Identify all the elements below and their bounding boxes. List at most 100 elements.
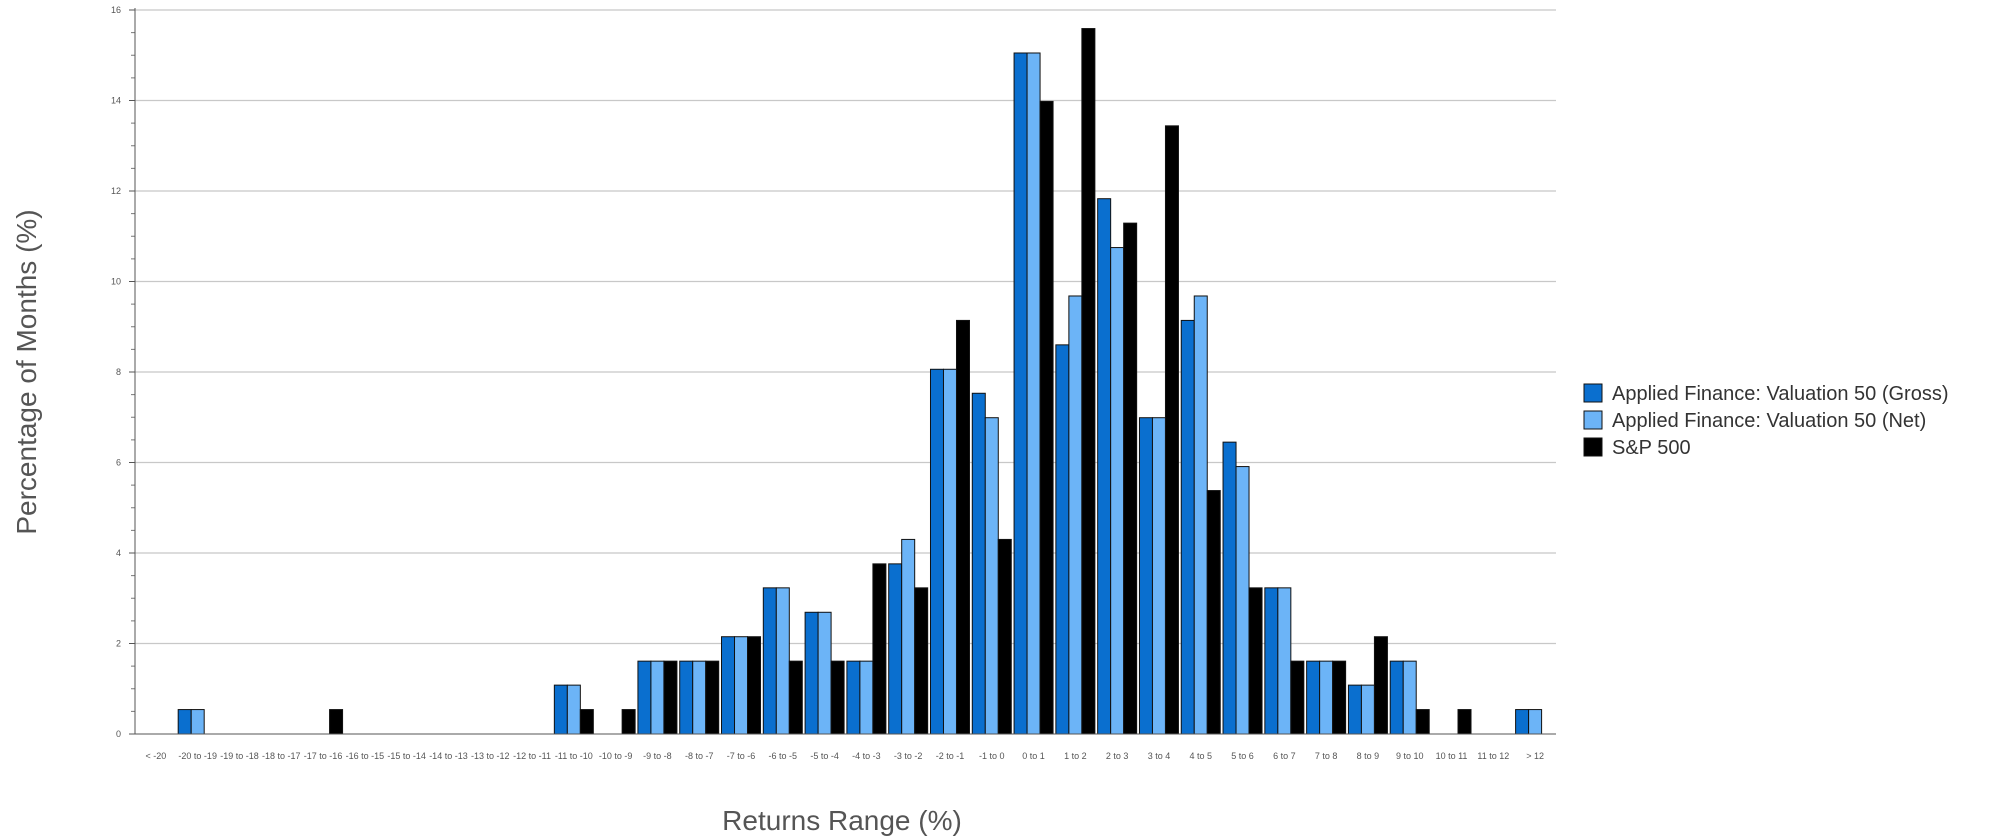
x-tick-label: -11 to -10 [555, 751, 593, 761]
bar [747, 636, 762, 735]
x-tick-label: 8 to 9 [1357, 751, 1380, 761]
y-tick-label: 4 [116, 548, 121, 558]
x-tick-label: 4 to 5 [1189, 751, 1212, 761]
x-tick-label: 5 to 6 [1231, 751, 1254, 761]
x-tick-label: -1 to 0 [979, 751, 1005, 761]
bar [1206, 490, 1221, 735]
grid-lines [135, 9, 1556, 645]
bar [984, 417, 999, 735]
x-tick-label: 0 to 1 [1022, 751, 1045, 761]
bar [1332, 660, 1347, 735]
x-tick-label: < -20 [146, 751, 167, 761]
x-tick-label: -7 to -6 [727, 751, 756, 761]
bar [177, 709, 192, 735]
bar [846, 660, 861, 735]
x-tick-label: -13 to -12 [471, 751, 510, 761]
x-tick-label: 3 to 4 [1148, 751, 1171, 761]
bar [1415, 709, 1430, 735]
bar [1222, 441, 1237, 735]
y-tick-label: 10 [111, 277, 121, 287]
bar [929, 368, 944, 735]
bar [1180, 319, 1195, 735]
bar [1164, 125, 1179, 735]
bar [1373, 636, 1388, 735]
bar [872, 563, 887, 735]
x-tick-label: -17 to -16 [304, 751, 343, 761]
bar [1389, 660, 1404, 735]
bar [1026, 52, 1041, 735]
bar [734, 636, 749, 735]
bar [637, 660, 652, 735]
y-tick-label: 12 [111, 186, 121, 196]
x-tick-label: 10 to 11 [1436, 751, 1468, 761]
x-tick-label: -15 to -14 [387, 751, 426, 761]
bar [1360, 684, 1375, 735]
bar [1515, 709, 1530, 735]
x-tick-label: -12 to -11 [513, 751, 551, 761]
bar [553, 684, 568, 735]
x-tick-label: -19 to -18 [220, 751, 259, 761]
bar [663, 660, 678, 735]
bar [566, 684, 581, 735]
legend: Applied Finance: Valuation 50 (Gross) App… [1583, 383, 1948, 459]
bar [705, 660, 720, 735]
legend-swatch [1583, 410, 1603, 430]
bar [901, 538, 916, 735]
bar [1319, 660, 1334, 735]
x-tick-label: -20 to -19 [178, 751, 217, 761]
bar [1277, 587, 1292, 735]
bar [679, 660, 694, 735]
bar [817, 611, 832, 735]
bar [1193, 295, 1208, 735]
bar [914, 587, 929, 735]
bar [830, 660, 845, 735]
bar [942, 368, 957, 735]
x-tick-label: -4 to -3 [852, 751, 881, 761]
legend-label: S&P 500 [1612, 437, 1691, 459]
x-tick-label: 7 to 8 [1315, 751, 1338, 761]
x-tick-label: -3 to -2 [894, 751, 923, 761]
bar [762, 587, 777, 735]
bar [1013, 52, 1028, 735]
x-tick-label: -18 to -17 [262, 751, 301, 761]
y-tick-label: 16 [111, 5, 121, 15]
x-tick-label: -9 to -8 [643, 751, 672, 761]
x-tick-label: -8 to -7 [685, 751, 714, 761]
bar [721, 636, 736, 735]
x-tick-label: -6 to -5 [769, 751, 798, 761]
bar [1081, 28, 1096, 735]
x-tick-label: -16 to -15 [346, 751, 385, 761]
y-tick-label: 2 [116, 639, 121, 649]
legend-label: Applied Finance: Valuation 50 (Gross) [1612, 383, 1948, 405]
x-axis-labels: < -20 -20 to -19 -19 to -18 -18 to -17 -17 t… [146, 751, 1544, 761]
bar [1068, 295, 1083, 735]
bar [859, 660, 874, 735]
y-axis-title: Percentage of Months (%) [11, 209, 42, 534]
bar [1055, 344, 1070, 735]
bar [1235, 466, 1250, 735]
x-tick-label: 2 to 3 [1106, 751, 1129, 761]
bar [997, 538, 1012, 735]
y-tick-label: 8 [116, 367, 121, 377]
legend-label: Applied Finance: Valuation 50 (Net) [1612, 410, 1926, 432]
x-tick-label: 1 to 2 [1064, 751, 1087, 761]
bar [775, 587, 790, 735]
x-tick-label: 11 to 12 [1477, 751, 1509, 761]
y-tick-label: 0 [116, 729, 121, 739]
bar [1138, 417, 1153, 735]
bar [888, 563, 903, 735]
bar [1110, 247, 1125, 735]
bar [1306, 660, 1321, 735]
bar [1039, 100, 1054, 735]
bar [329, 709, 344, 735]
y-axis-ticks: 0 2 4 6 8 10 12 14 16 [111, 5, 135, 739]
bar [579, 709, 594, 735]
x-tick-label: -14 to -13 [429, 751, 468, 761]
bar [621, 709, 636, 735]
x-tick-label: 6 to 7 [1273, 751, 1296, 761]
x-tick-label: -2 to -1 [936, 751, 965, 761]
bar [1402, 660, 1417, 735]
bar [1097, 198, 1112, 735]
bar [971, 392, 986, 735]
